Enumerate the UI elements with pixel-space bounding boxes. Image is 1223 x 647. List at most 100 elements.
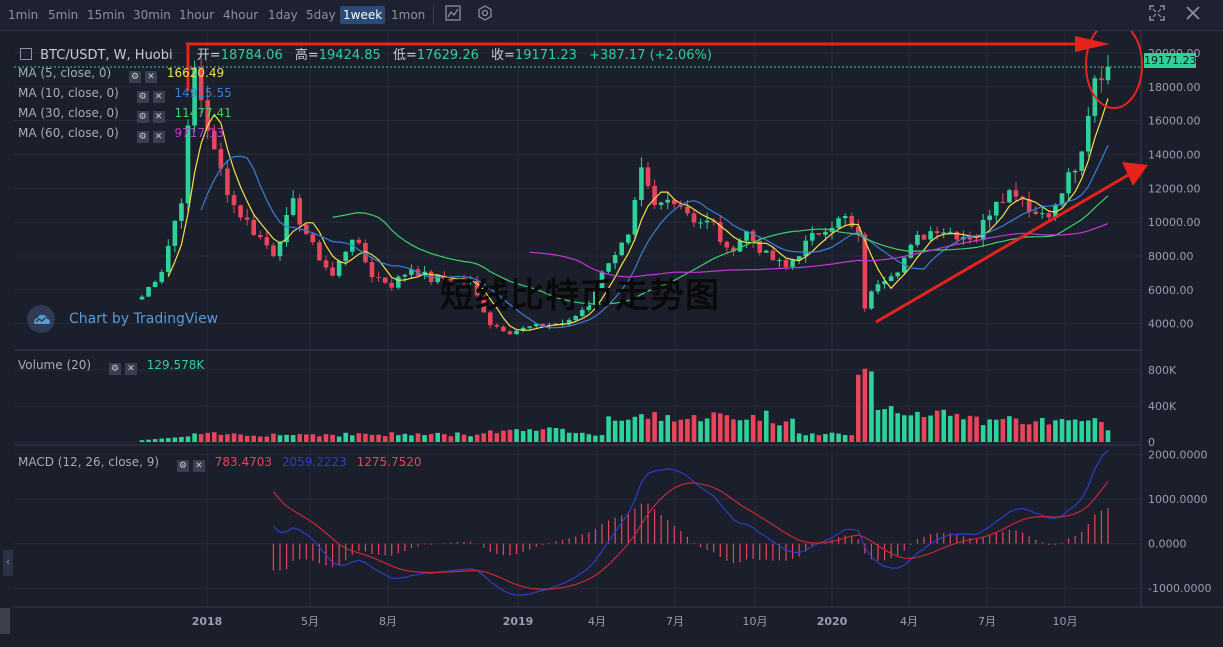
close-icon[interactable] <box>1183 5 1203 25</box>
macd-hist-bar <box>923 536 925 544</box>
volume-bar <box>284 434 289 442</box>
macd-remove-icon[interactable]: ✕ <box>192 460 205 472</box>
price-tick-label: 14000.00 <box>1148 148 1201 161</box>
volume-bar <box>724 415 730 442</box>
ma30-label: MA (30, close, 0) <box>18 106 119 120</box>
macd-hist-bar <box>614 517 616 544</box>
candle-body <box>566 320 572 324</box>
volume-bar <box>415 433 421 442</box>
macd-hist-bar <box>404 543 406 551</box>
macd-hist-bar <box>1021 532 1024 544</box>
volume-bar <box>231 433 237 442</box>
candle-body <box>770 250 776 261</box>
tf-4hour[interactable]: 4hour <box>223 8 259 22</box>
annotation-trend-arrow <box>875 172 1131 324</box>
volume-bar <box>691 415 697 442</box>
tf-15min[interactable]: 15min <box>87 8 125 22</box>
macd-hist-bar <box>542 543 544 545</box>
volume-bar <box>1026 424 1032 442</box>
volume-bar <box>520 431 526 442</box>
candle-body <box>934 231 940 234</box>
volume-bar <box>829 432 835 442</box>
volume-bar <box>777 425 782 442</box>
volume-bar <box>757 420 763 442</box>
ma10-settings-icon[interactable]: ⚙ <box>136 91 149 103</box>
volume-bar <box>409 435 414 442</box>
candle-body <box>849 215 855 227</box>
volume-bar <box>823 433 828 442</box>
volume-bar <box>606 416 611 442</box>
fullscreen-icon[interactable] <box>1147 5 1167 25</box>
volume-bar <box>343 432 349 442</box>
volume-bar <box>494 433 500 442</box>
tf-5day[interactable]: 5day <box>306 8 336 22</box>
tf-30min[interactable]: 30min <box>133 8 171 22</box>
tf-1min[interactable]: 1min <box>8 8 39 22</box>
candle-body <box>790 260 795 267</box>
tf-1hour[interactable]: 1hour <box>179 8 215 22</box>
side-panel-toggle[interactable]: ‹ <box>3 550 13 576</box>
macd-hist-bar <box>752 543 754 559</box>
candle-body <box>717 222 723 242</box>
candle-body <box>882 281 887 285</box>
scrollbar[interactable] <box>0 608 10 634</box>
macd-hist-bar <box>1015 530 1017 544</box>
volume-bar <box>566 432 572 442</box>
volume-bar <box>763 410 769 442</box>
volume-bar <box>455 432 460 442</box>
tf-1day[interactable]: 1day <box>268 8 298 22</box>
macd-signal-value: 1275.7520 <box>356 455 422 469</box>
volume-tick-label: 800K <box>1148 364 1177 377</box>
ma5-settings-icon[interactable]: ⚙ <box>129 71 142 83</box>
candle-body <box>494 325 500 327</box>
macd-tick-label: 1000.0000 <box>1148 493 1208 506</box>
volume-remove-icon[interactable]: ✕ <box>124 363 137 375</box>
ma5-remove-icon[interactable]: ✕ <box>145 71 158 83</box>
tf-1week[interactable]: 1week <box>340 6 386 24</box>
tf-5min[interactable]: 5min <box>48 8 79 22</box>
volume-label: Volume (20) <box>18 358 92 372</box>
change-value: +387.17 (+2.06%) <box>589 48 712 63</box>
time-tick-label: 5月 <box>301 615 319 628</box>
volume-settings-icon[interactable]: ⚙ <box>108 363 121 375</box>
candle-body <box>553 323 559 325</box>
collapse-icon[interactable] <box>20 48 32 60</box>
volume-bar <box>639 414 644 442</box>
volume-bar <box>1033 421 1039 442</box>
settings-icon[interactable] <box>475 5 495 25</box>
line-chart-icon[interactable] <box>443 5 463 25</box>
candle-body <box>888 276 894 282</box>
volume-bar <box>198 434 204 442</box>
candle-body <box>928 231 933 240</box>
candle-body <box>671 199 677 205</box>
candle-body <box>474 280 480 296</box>
time-tick-label: 2018 <box>192 615 223 628</box>
macd-hist-bar <box>601 524 603 544</box>
macd-hist-bar <box>555 541 557 544</box>
macd-hist-bar <box>627 513 629 544</box>
candle-body <box>290 198 296 215</box>
price-chart[interactable]: 4000.00 6000.00 8000.00 10000.00 12000.00 140… <box>0 31 1223 647</box>
macd-hist-bar <box>502 543 505 556</box>
ma60-remove-icon[interactable]: ✕ <box>152 131 165 143</box>
volume-bar <box>172 437 178 442</box>
candle-body <box>461 278 467 283</box>
ma60-settings-icon[interactable]: ⚙ <box>136 131 149 143</box>
volume-bar <box>704 418 710 442</box>
tf-1mon[interactable]: 1mon <box>391 8 426 22</box>
watermark-text: 短线比特币走势图 <box>440 276 720 316</box>
volume-bar <box>731 419 736 442</box>
ma30-legend: MA (30, close, 0) ⚙ ✕ 11477.41 <box>18 106 232 123</box>
macd-hist-bar <box>364 543 367 552</box>
ma10-remove-icon[interactable]: ✕ <box>152 91 165 103</box>
candle-body <box>1033 211 1039 214</box>
price-tick-label: 8000.00 <box>1148 250 1194 263</box>
volume-bar <box>211 432 217 442</box>
ma30-remove-icon[interactable]: ✕ <box>152 111 165 123</box>
macd-hist-bar <box>969 538 971 544</box>
candle-body <box>625 234 631 243</box>
macd-settings-icon[interactable]: ⚙ <box>176 460 189 472</box>
volume-bars <box>139 368 1111 442</box>
macd-hist-bar <box>535 543 537 547</box>
ma30-settings-icon[interactable]: ⚙ <box>136 111 149 123</box>
